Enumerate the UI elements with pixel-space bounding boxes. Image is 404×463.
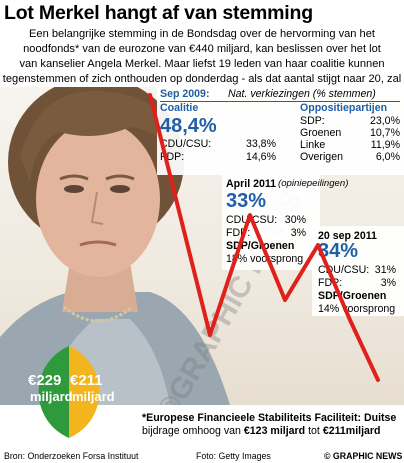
apr-total: 33% (226, 190, 267, 212)
graphic-news-credit: © GRAPHIC NEWS (324, 451, 403, 461)
apr-note: (opiniepeilingen) (278, 178, 349, 189)
apr-cdu-value: 30% (284, 214, 306, 226)
opp-row-3-label: Linke (300, 139, 326, 151)
sep20-lead-line-2: 14% voorsprong (318, 303, 396, 315)
circle-yellow-half (69, 346, 100, 438)
footnote-line-2-part-1: bijdrage omhoog van (142, 425, 244, 437)
apr-lead-line-1: SDP/Groenen (226, 240, 295, 252)
footnote-line-2: bijdrage omhoog van €123 miljard tot €21… (142, 425, 381, 437)
circle-left-unit: miljard (30, 389, 73, 404)
fund-circle (38, 346, 100, 438)
apr-lead-line-2: 18% voorsprong (226, 253, 304, 265)
apr-fdp-value: 3% (290, 227, 306, 239)
sep-date-note: Nat. verkiezingen (% stemmen) (228, 88, 376, 100)
credits-bar: Bron: Onderzoeken Forsa Instituut Foto: … (0, 449, 404, 463)
opp-row-1-value: 23,0% (369, 115, 400, 127)
apr-date: April 2011 (226, 178, 277, 190)
opp-row-4-label: Overigen (300, 151, 343, 163)
circle-right-unit: miljard (72, 389, 115, 404)
opp-row-3-value: 11,9% (370, 139, 400, 151)
footnote-line-2-part-3: tot (305, 425, 323, 437)
coalitie-total: 48,4% (160, 115, 217, 137)
footnote-box (140, 405, 404, 449)
coalitie-label: Coalitie (160, 102, 199, 114)
photo-credit: Foto: Getty Images (196, 451, 271, 461)
sep20-date: 20 sep 2011 (318, 230, 377, 242)
sep-fdp-value: 14,6% (245, 151, 276, 163)
oppositie-label: Oppositiepartijen (300, 102, 388, 114)
sep-date: Sep 2009: (160, 88, 210, 100)
sep-rule (160, 101, 400, 102)
intro-line-1: Een belangrijke stemming in de Bondsdag … (29, 28, 375, 40)
circle-right-amount: €211 (70, 372, 103, 389)
sep20-cdu-value: 31% (374, 264, 396, 276)
intro-line-3: van kanselier Angela Merkel. Maar liefst… (19, 58, 385, 70)
intro-line-2: noodfonds* van de eurozone van €440 milj… (23, 43, 381, 55)
sep20-lead-line-1: SDP/Groenen (318, 290, 387, 302)
footnote-line-2-part-4: €211miljard (322, 425, 381, 437)
opp-row-4-value: 6,0% (375, 151, 400, 163)
sep20-total: 34% (318, 240, 359, 262)
footnote-line-2-part-2: €123 miljard (243, 425, 306, 437)
circle-left-amount: €229 (28, 372, 62, 389)
opp-row-2-label: Groenen (300, 127, 342, 139)
source-credit: Bron: Onderzoeken Forsa Instituut (4, 451, 139, 461)
sep-cdu-value: 33,8% (245, 138, 276, 150)
trend-polyline (148, 93, 380, 382)
circle-green-half (38, 346, 69, 438)
opp-row-2-value: 10,7% (369, 127, 400, 139)
sep-cdu-label: CDU/CSU: (160, 138, 212, 150)
sep20-fdp-value: 3% (380, 277, 396, 289)
opp-row-1-label: SDP: (300, 115, 325, 127)
footnote-line-1: *Europese Financieele Stabiliteits Facil… (142, 412, 397, 424)
